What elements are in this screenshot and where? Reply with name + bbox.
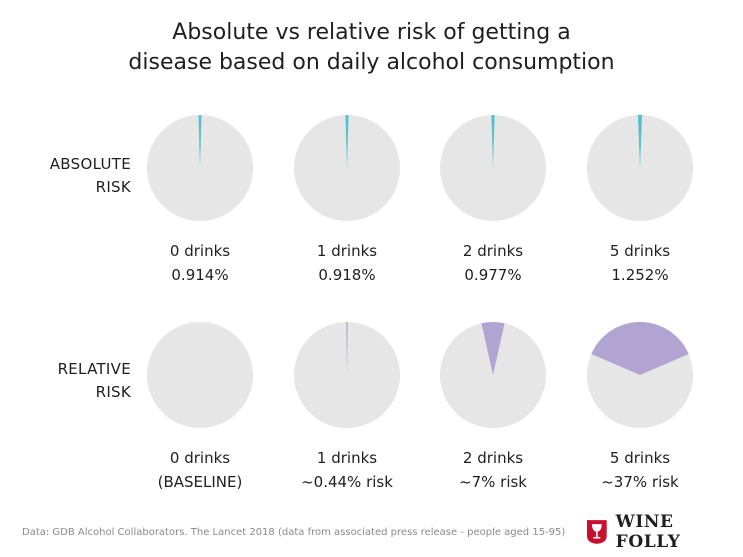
chart-title-line-2: disease based on daily alcohol consumpti… [128,50,615,75]
wine-glass-badge-icon [586,520,607,544]
row-label-relative-line-1: RELATIVE [57,360,131,378]
pie-relative-2 [440,322,546,428]
pie-caption: 5 drinks ~37% risk [570,446,710,494]
pie-category-label: 0 drinks [169,449,231,467]
pie-caption: 5 drinks 1.252% [570,239,710,287]
pie-relative-0 [147,322,253,428]
pie-caption: 0 drinks 0.914% [130,239,270,287]
pie-caption: 1 drinks ~0.44% risk [277,446,417,494]
pie-value-label: 0.918% [318,266,376,284]
pie-absolute-2 [440,115,546,221]
pie-relative-3 [587,322,693,428]
logo-text: WINE FOLLY [615,512,681,552]
pie-category-label: 5 drinks [609,449,671,467]
row-label-absolute-line-1: ABSOLUTE [49,155,131,173]
pie-absolute-0 [147,115,253,221]
chart-title: Absolute vs relative risk of getting a d… [0,18,743,78]
pie-caption: 1 drinks 0.918% [277,239,417,287]
pie-absolute-3 [587,115,693,221]
pie-absolute-1 [294,115,400,221]
pie-category-label: 1 drinks [316,242,378,260]
row-label-relative: RELATIVE RISK [11,358,131,404]
pie-slice [481,322,505,375]
row-label-absolute: ABSOLUTE RISK [11,153,131,199]
pie-value-label: ~0.44% risk [301,473,393,491]
pie-value-label: 0.914% [171,266,229,284]
pie-slice [637,115,643,168]
pie-category-label: 5 drinks [609,242,671,260]
pie-category-label: 0 drinks [169,242,231,260]
pie-slice [591,322,689,375]
pie-slice [198,115,202,168]
pie-slice [346,322,348,375]
pie-value-label: ~7% risk [459,473,527,491]
chart-title-line-1: Absolute vs relative risk of getting a [172,20,571,45]
row-label-relative-line-2: RISK [95,383,131,401]
pie-background [147,322,253,428]
pie-slice [345,115,349,168]
pie-value-label: ~37% risk [601,473,679,491]
row-label-absolute-line-2: RISK [95,178,131,196]
pie-value-label: 0.977% [464,266,522,284]
source-note: Data: GDB Alcohol Collaborators. The Lan… [22,527,566,538]
pie-value-label: (BASELINE) [157,473,243,491]
pie-category-label: 1 drinks [316,449,378,467]
pie-value-label: 1.252% [611,266,669,284]
pie-category-label: 2 drinks [462,242,524,260]
pie-category-label: 2 drinks [462,449,524,467]
wine-folly-logo: WINE FOLLY [586,512,743,552]
pie-caption: 0 drinks (BASELINE) [130,446,270,494]
pie-caption: 2 drinks 0.977% [423,239,563,287]
pie-slice [491,115,495,168]
pie-relative-1 [294,322,400,428]
pie-caption: 2 drinks ~7% risk [423,446,563,494]
